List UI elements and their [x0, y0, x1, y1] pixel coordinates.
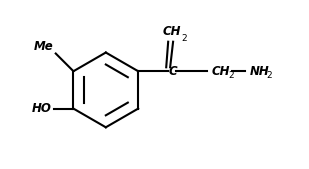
Text: 2: 2: [229, 71, 234, 80]
Text: C: C: [169, 65, 177, 78]
Text: NH: NH: [249, 65, 269, 78]
Text: 2: 2: [266, 71, 272, 80]
Text: Me: Me: [34, 40, 54, 53]
Text: CH: CH: [212, 65, 231, 78]
Text: HO: HO: [32, 102, 52, 115]
Text: 2: 2: [182, 34, 187, 43]
Text: CH: CH: [162, 25, 181, 38]
